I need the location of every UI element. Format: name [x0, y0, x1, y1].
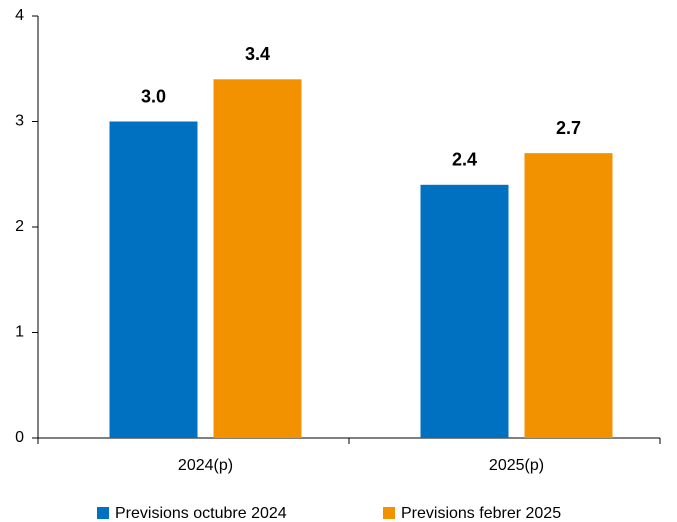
value-label: 3.4 [245, 44, 270, 64]
y-tick-label: 1 [15, 324, 24, 341]
bar [524, 153, 613, 438]
value-label: 2.7 [556, 118, 581, 138]
value-label: 2.4 [452, 150, 477, 170]
value-label: 3.0 [141, 86, 166, 106]
y-tick-label: 2 [15, 218, 24, 235]
y-tick-label: 3 [15, 113, 24, 130]
legend-label: Previsions febrer 2025 [401, 505, 561, 522]
y-tick-label: 0 [15, 429, 24, 446]
x-tick-label: 2025(p) [489, 457, 544, 474]
bar [420, 184, 509, 438]
legend-label: Previsions octubre 2024 [115, 505, 287, 522]
legend-swatch [383, 507, 395, 519]
bar [213, 79, 302, 439]
x-tick-label: 2024(p) [178, 457, 233, 474]
y-tick-label: 4 [15, 7, 24, 24]
legend-swatch [97, 507, 109, 519]
bar [109, 121, 198, 438]
